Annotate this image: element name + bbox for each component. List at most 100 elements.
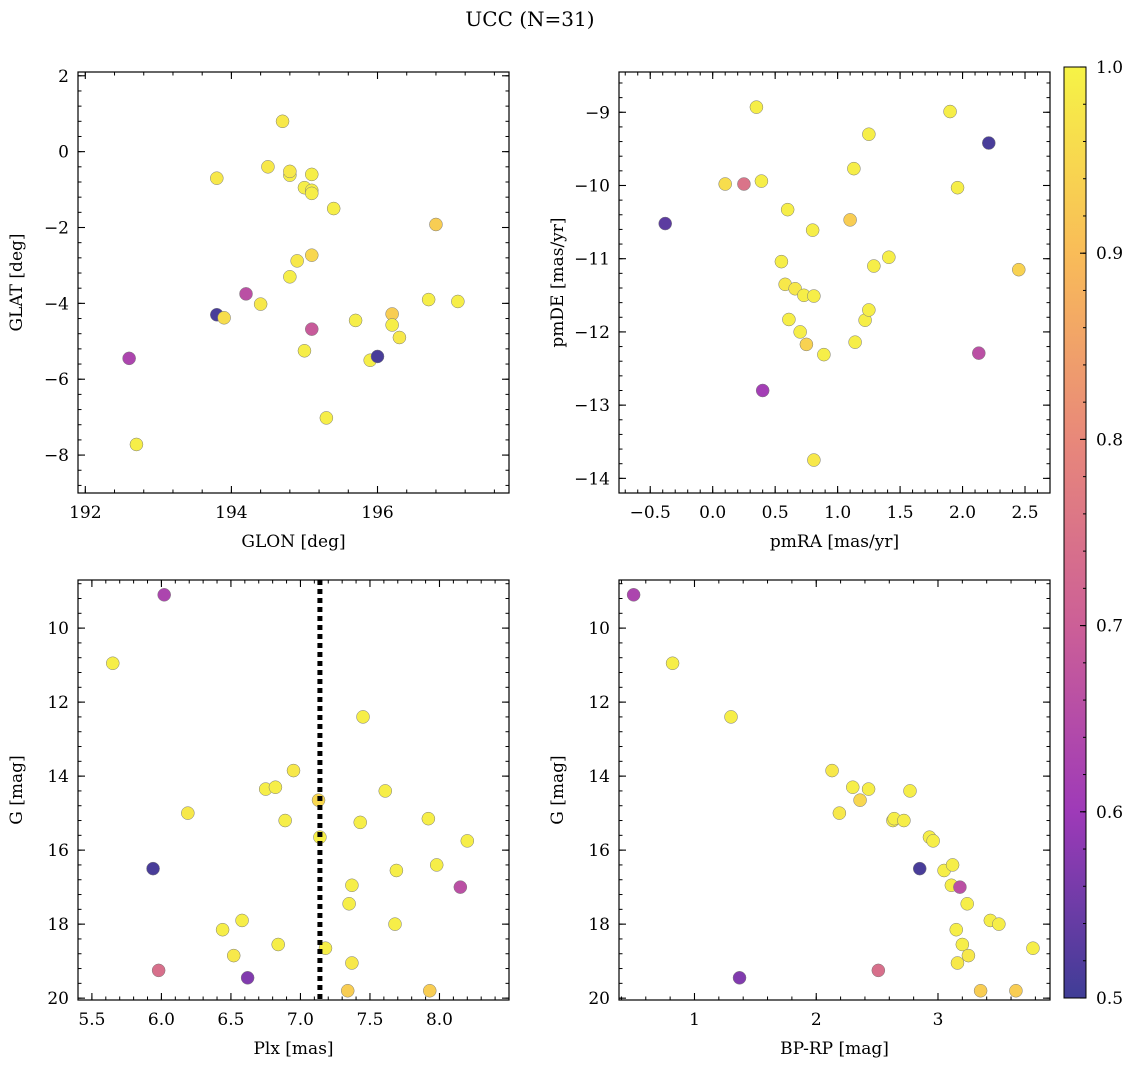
y-tick-label: 2 bbox=[58, 67, 69, 87]
x-tick-label: 7.5 bbox=[356, 1010, 383, 1030]
plot-frame bbox=[618, 71, 1051, 494]
scatter-point bbox=[807, 453, 821, 467]
x-tick-label: 192 bbox=[69, 503, 101, 523]
scatter-point bbox=[392, 330, 407, 345]
scatter-point bbox=[235, 913, 249, 928]
x-tick-label: 7.0 bbox=[287, 1010, 314, 1030]
scatter-point bbox=[780, 202, 795, 217]
y-tick-label: −8 bbox=[44, 446, 69, 466]
scatter-point bbox=[353, 815, 367, 830]
y-tick-label: 14 bbox=[47, 767, 69, 787]
scatter-point bbox=[305, 186, 319, 201]
scatter-point bbox=[319, 411, 334, 425]
y-tick-label: 10 bbox=[47, 619, 69, 639]
scatter-point bbox=[847, 161, 861, 176]
y-tick-label: 20 bbox=[47, 989, 69, 1009]
scatter-point bbox=[157, 588, 171, 602]
scatter-point bbox=[782, 312, 796, 327]
scatter-point bbox=[862, 127, 876, 141]
scatter-point bbox=[129, 437, 144, 452]
x-tick-label: 1 bbox=[689, 1010, 700, 1030]
scatter-point bbox=[955, 937, 970, 952]
x-axis-label: BP-RP [mag] bbox=[780, 1039, 889, 1059]
y-tick-label: −9 bbox=[585, 103, 610, 123]
scatter-point bbox=[665, 656, 680, 671]
scatter-point bbox=[271, 937, 285, 952]
scatter-point bbox=[385, 318, 399, 332]
scatter-point bbox=[151, 963, 166, 978]
y-tick-label: −11 bbox=[574, 250, 610, 270]
y-tick-label: 12 bbox=[588, 693, 610, 713]
x-axis-label: Plx [mas] bbox=[253, 1039, 333, 1059]
scatter-point bbox=[832, 806, 847, 820]
x-tick-label: 196 bbox=[361, 503, 393, 523]
scatter-point bbox=[345, 956, 359, 970]
scatter-point bbox=[861, 782, 876, 796]
y-tick-label: 18 bbox=[588, 915, 610, 935]
scatter-point bbox=[378, 784, 393, 798]
y-tick-label: 16 bbox=[47, 841, 69, 861]
scatter-point bbox=[903, 784, 917, 798]
scatter-point bbox=[737, 177, 751, 191]
scatter-point bbox=[429, 858, 444, 872]
x-tick-label: 3 bbox=[933, 1010, 944, 1030]
scatter-point bbox=[749, 100, 764, 114]
colorbar-tick-label: 0.7 bbox=[1096, 617, 1123, 637]
scatter-point bbox=[853, 793, 867, 807]
x-tick-label: 2.5 bbox=[1011, 503, 1038, 523]
x-tick-label: 6.5 bbox=[217, 1010, 244, 1030]
scatter-point bbox=[754, 174, 769, 188]
y-tick-label: −14 bbox=[574, 469, 610, 489]
colorbar-tick-label: 0.6 bbox=[1096, 803, 1123, 823]
scatter-point bbox=[843, 213, 857, 227]
scatter-point bbox=[451, 294, 465, 309]
scatter-point bbox=[181, 806, 195, 820]
x-tick-label: 8.0 bbox=[426, 1010, 453, 1030]
scatter-point bbox=[253, 297, 268, 311]
scatter-point bbox=[982, 136, 996, 150]
scatter-point bbox=[953, 880, 967, 894]
scatter-point bbox=[305, 167, 319, 182]
scatter-point bbox=[421, 292, 436, 307]
scatter-point bbox=[290, 254, 304, 268]
y-tick-label: −6 bbox=[44, 370, 69, 390]
scatter-point bbox=[961, 948, 976, 963]
scatter-point bbox=[389, 863, 404, 878]
scatter-point bbox=[217, 311, 231, 325]
x-axis-label: GLON [deg] bbox=[241, 532, 345, 552]
y-axis-label: GLAT [deg] bbox=[7, 233, 27, 331]
scatter-point bbox=[122, 351, 136, 366]
scatter-point bbox=[283, 270, 297, 284]
colorbar-tick-label: 1.0 bbox=[1096, 58, 1123, 78]
x-tick-label: 1.5 bbox=[887, 503, 914, 523]
scatter-point bbox=[1012, 262, 1026, 277]
x-tick-label: 6.0 bbox=[148, 1010, 175, 1030]
x-axis-label: pmRA [mas/yr] bbox=[770, 532, 899, 552]
x-tick-label: 2 bbox=[811, 1010, 822, 1030]
scatter-point bbox=[1009, 983, 1023, 998]
panel-2: −0.5 0.0 0.5 1.0 1.5 2.0 2.5 −9 −10 −11 −12 −13 −14 p… bbox=[548, 71, 1051, 552]
scatter-point bbox=[871, 963, 886, 978]
scatter-point bbox=[626, 588, 641, 602]
scatter-point bbox=[326, 201, 341, 216]
y-tick-label: 10 bbox=[588, 619, 610, 639]
scatter-point bbox=[897, 813, 911, 828]
scatter-point bbox=[305, 248, 319, 262]
scatter-point bbox=[960, 897, 974, 911]
scatter-point bbox=[215, 922, 230, 937]
scatter-point bbox=[817, 347, 831, 362]
scatter-point bbox=[945, 858, 960, 872]
scatter-point bbox=[949, 922, 964, 937]
colorbar: 0.5 0.6 0.7 0.8 0.9 1.0 bbox=[1063, 58, 1123, 1009]
scatter-point bbox=[848, 335, 862, 349]
scatter-point bbox=[240, 971, 255, 985]
y-tick-label: 18 bbox=[47, 915, 69, 935]
colorbar-tick-label: 0.5 bbox=[1096, 989, 1123, 1009]
scatter-point bbox=[268, 780, 283, 794]
y-tick-label: −10 bbox=[574, 176, 610, 196]
scatter-point bbox=[755, 383, 770, 398]
plot-frame bbox=[77, 579, 510, 1001]
colorbar-tick-label: 0.9 bbox=[1096, 244, 1123, 264]
